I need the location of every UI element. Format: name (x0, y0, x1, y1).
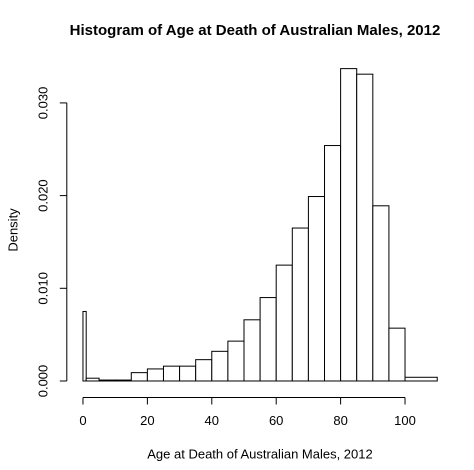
x-tick-label: 80 (333, 413, 347, 428)
bar (227, 340, 245, 382)
y-tick-label: 0.020 (35, 179, 50, 212)
x-tick-label: 20 (140, 413, 154, 428)
x-tick-label: 0 (79, 413, 86, 428)
y-tick-label: 0.010 (35, 272, 50, 305)
bar (179, 365, 197, 382)
bar (324, 145, 342, 382)
bar (85, 377, 100, 382)
bar (98, 379, 116, 382)
bar (130, 372, 148, 382)
x-axis-label: Age at Death of Australian Males, 2012 (147, 446, 372, 461)
bar (291, 227, 309, 382)
bar (211, 350, 229, 382)
bar (114, 379, 132, 382)
bar (372, 205, 390, 382)
bar (243, 319, 261, 382)
bar (275, 264, 293, 382)
x-tick-label: 40 (205, 413, 219, 428)
bar (82, 310, 87, 382)
chart-title: Histogram of Age at Death of Australian … (70, 22, 441, 39)
bar (340, 68, 358, 382)
y-tick-label: 0.030 (35, 87, 50, 120)
y-axis-label: Density (5, 208, 20, 252)
bar (259, 297, 277, 382)
bar (388, 327, 406, 382)
bar (162, 365, 181, 382)
bar (356, 73, 374, 382)
bar (307, 196, 326, 382)
y-tick-label: 0.000 (35, 365, 50, 398)
bar (404, 376, 438, 382)
bar (195, 359, 213, 382)
x-tick-label: 60 (269, 413, 283, 428)
x-tick-label: 100 (394, 413, 416, 428)
bar (146, 368, 164, 382)
